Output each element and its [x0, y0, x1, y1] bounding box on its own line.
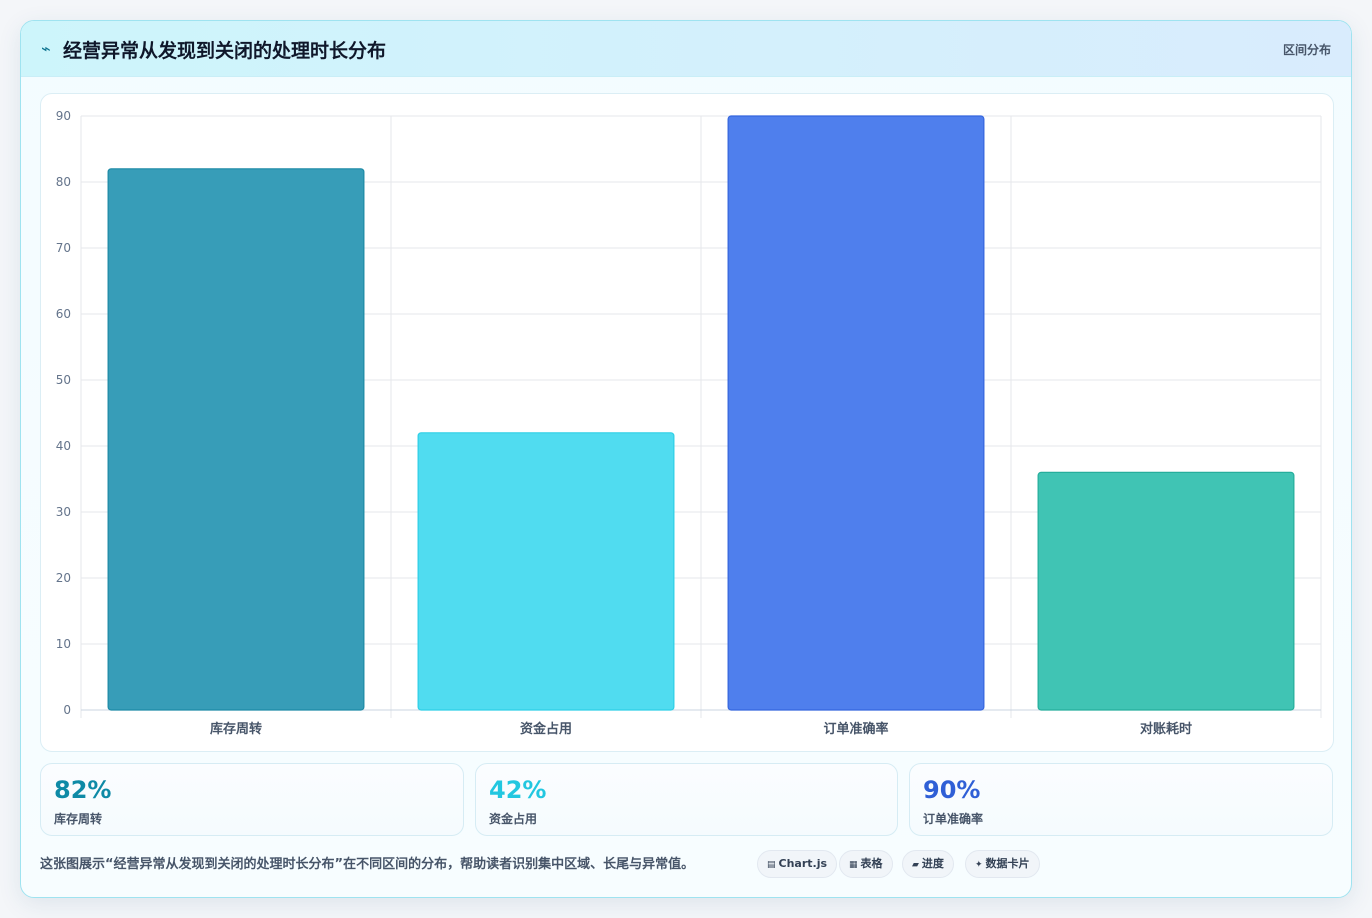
y-tick-label: 80: [56, 175, 71, 189]
pill-chartjs[interactable]: ▤ Chart.js: [757, 850, 838, 878]
x-tick-label: 库存周转: [210, 721, 262, 737]
table-icon: ▦: [849, 860, 858, 870]
pill-table[interactable]: ▦ 表格: [839, 850, 893, 878]
y-tick-label: 90: [56, 109, 71, 123]
stat-card-order-accuracy: 90% 订单准确率: [909, 763, 1333, 836]
pill-label: 表格: [860, 857, 883, 870]
y-tick-label: 60: [56, 307, 71, 321]
pill-progress[interactable]: ▰ 进度: [902, 850, 954, 878]
pill-label: Chart.js: [778, 857, 828, 870]
chart-card: ⌁ 经营异常从发现到关闭的处理时长分布 区间分布 0 10 20 30 40 50 60 70…: [20, 20, 1352, 898]
x-tick-label: 对账耗时: [1140, 721, 1192, 737]
distribution-tag: 区间分布: [1282, 43, 1331, 57]
chart-panel: 0 10 20 30 40 50 60 70 80 90 库存周转 资金占用 订单准确率 对账耗时: [40, 93, 1334, 752]
y-tick-label: 50: [56, 373, 71, 387]
y-tick-label: 0: [63, 703, 71, 717]
bar-chart: 0 10 20 30 40 50 60 70 80 90 库存周转 资金占用 订单准确率 对账耗时: [56, 109, 1322, 737]
progress-icon: ▰: [912, 860, 919, 870]
sparkle-icon: ✦: [975, 860, 983, 870]
trend-icon: ⌁: [41, 39, 51, 58]
pill-data-card[interactable]: ✦ 数据卡片: [965, 850, 1040, 878]
chart-description: 这张图展示“经营异常从发现到关闭的处理时长分布”在不同区间的分布，帮助读者识别集…: [40, 857, 695, 872]
bar: [1037, 471, 1295, 711]
bar: [727, 115, 985, 711]
stat-label: 资金占用: [489, 812, 538, 826]
pill-label: 进度: [921, 857, 944, 870]
page-title: 经营异常从发现到关闭的处理时长分布: [63, 40, 387, 62]
y-tick-label: 40: [56, 439, 71, 453]
stat-card-capital: 42% 资金占用: [475, 763, 898, 836]
stat-value: 90%: [923, 776, 981, 804]
pill-label: 数据卡片: [985, 857, 1030, 870]
chart-icon: ▤: [767, 860, 776, 870]
x-tick-label: 资金占用: [520, 721, 572, 737]
bar: [107, 168, 365, 711]
stat-value: 42%: [489, 776, 547, 804]
y-tick-label: 20: [56, 571, 71, 585]
y-tick-label: 10: [56, 637, 71, 651]
stat-card-inventory: 82% 库存周转: [40, 763, 464, 836]
y-tick-label: 30: [56, 505, 71, 519]
stat-label: 订单准确率: [923, 812, 984, 826]
stat-label: 库存周转: [54, 812, 103, 826]
x-tick-label: 订单准确率: [823, 721, 888, 737]
bar: [417, 432, 675, 711]
card-header: ⌁ 经营异常从发现到关闭的处理时长分布 区间分布: [21, 21, 1351, 77]
y-tick-label: 70: [56, 241, 71, 255]
stat-value: 82%: [54, 776, 112, 804]
